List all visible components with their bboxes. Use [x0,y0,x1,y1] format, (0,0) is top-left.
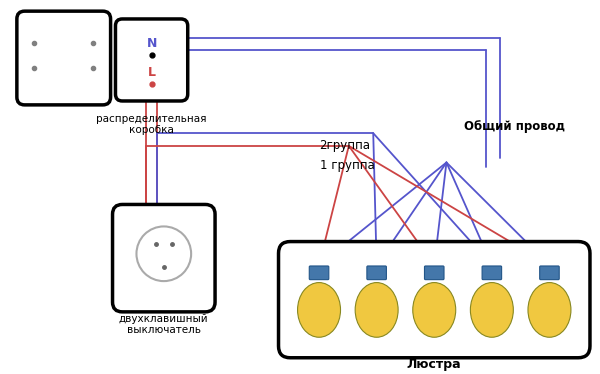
FancyBboxPatch shape [278,242,590,358]
Text: L: L [148,66,155,79]
FancyBboxPatch shape [482,266,502,280]
FancyBboxPatch shape [115,19,188,101]
Ellipse shape [413,283,456,337]
FancyBboxPatch shape [309,266,329,280]
FancyBboxPatch shape [113,205,215,312]
Text: Общий провод: Общий провод [464,120,565,133]
Text: распределительная
коробка: распределительная коробка [97,114,207,135]
FancyBboxPatch shape [539,266,559,280]
FancyBboxPatch shape [17,11,110,105]
Ellipse shape [470,283,514,337]
Ellipse shape [355,283,398,337]
Text: двухклавишный
выключатель: двухклавишный выключатель [119,314,209,335]
Ellipse shape [298,283,341,337]
Text: 1 группа: 1 группа [320,159,374,172]
Text: N: N [146,37,157,50]
Ellipse shape [528,283,571,337]
Text: 2группа: 2группа [320,140,371,152]
FancyBboxPatch shape [424,266,444,280]
Text: Люстра: Люстра [407,358,461,371]
FancyBboxPatch shape [367,266,386,280]
